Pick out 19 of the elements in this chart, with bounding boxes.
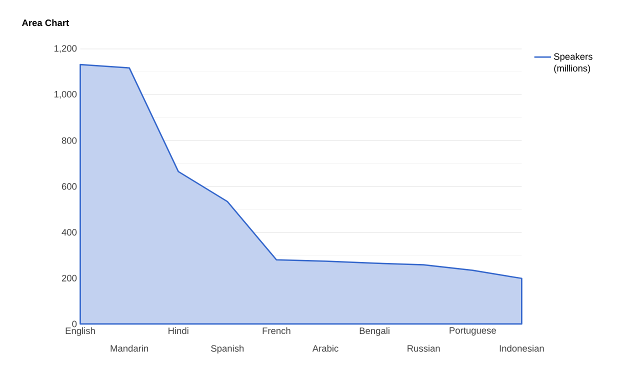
y-tick-label: 0 bbox=[72, 320, 77, 328]
x-tick-label: Hindi bbox=[168, 327, 188, 334]
y-tick-label: 1,000 bbox=[54, 90, 77, 99]
legend-label: Speakers (millions) bbox=[554, 53, 592, 74]
x-tick-label: Portuguese bbox=[450, 327, 496, 336]
x-tick-label: French bbox=[262, 327, 290, 334]
x-tick-label: Spanish bbox=[211, 344, 244, 354]
y-tick-label: 600 bbox=[62, 183, 77, 190]
x-tick-label: Russian bbox=[408, 344, 440, 352]
y-tick-label: 400 bbox=[62, 229, 77, 236]
x-tick-label: Arabic bbox=[312, 344, 338, 352]
chart-title: Area Chart bbox=[22, 19, 69, 26]
x-tick-label: Indonesian bbox=[500, 344, 544, 352]
y-tick-label: 200 bbox=[62, 274, 77, 282]
x-tick-label: English bbox=[66, 327, 95, 336]
y-tick-label: 800 bbox=[62, 137, 77, 144]
x-tick-label: Bengali bbox=[360, 327, 390, 336]
x-tick-label: Mandarin bbox=[110, 344, 148, 352]
y-tick-label: 1,200 bbox=[54, 45, 77, 53]
